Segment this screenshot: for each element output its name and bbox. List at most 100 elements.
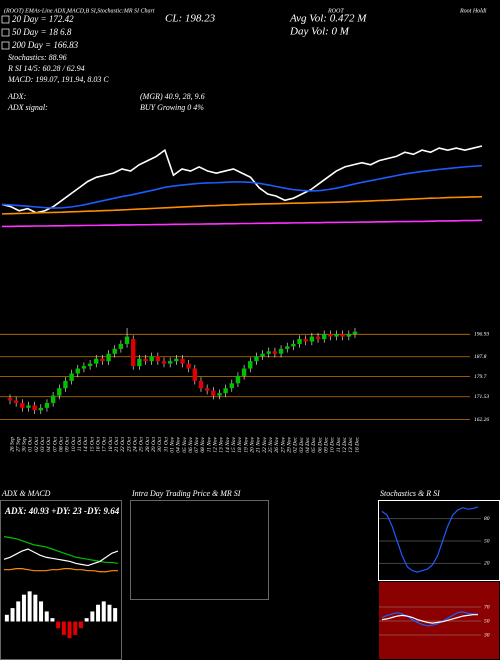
x-tick-label: 30 Sep xyxy=(22,437,28,453)
candle-body xyxy=(204,388,210,391)
x-tick-label: 24 Oct xyxy=(131,437,138,452)
histogram-bar xyxy=(84,618,89,622)
x-tick-label: 05 Dec xyxy=(311,436,317,452)
x-tick-label: 08 Nov xyxy=(200,436,206,452)
x-tick-label: 11 Oct xyxy=(77,437,83,452)
histogram-bar xyxy=(78,621,83,629)
x-tick-label: 28 Oct xyxy=(145,437,151,452)
adx-label: ADX: xyxy=(7,92,27,101)
series-line xyxy=(4,568,118,573)
x-tick-label: 22 Nov xyxy=(262,436,268,452)
histogram-bar xyxy=(73,621,78,635)
y-tick-label: 196.93 xyxy=(474,332,489,338)
candle-body xyxy=(291,343,296,347)
x-tick-label: 16 Dec xyxy=(354,436,360,452)
histogram-bar xyxy=(27,591,32,622)
candle-body xyxy=(7,398,13,401)
x-tick-label: 27 Sep xyxy=(15,437,21,452)
histogram-bar xyxy=(56,621,61,629)
company: Root Holdi xyxy=(459,8,487,14)
y-tick-label: 162.26 xyxy=(474,417,489,423)
x-tick-label: 29 Nov xyxy=(286,436,292,452)
x-tick-label: 17 Oct xyxy=(102,437,108,452)
candle-body xyxy=(198,380,204,389)
y-tick-label: 179.7 xyxy=(474,374,487,380)
x-tick-label: 10 Oct xyxy=(71,437,77,452)
x-tick-label: 02 Oct xyxy=(34,437,40,452)
candle-body xyxy=(192,368,198,381)
x-tick-label: 13 Dec xyxy=(348,436,354,452)
candle-body xyxy=(38,407,44,411)
y-tick-label: 20 xyxy=(484,560,490,566)
candle-body xyxy=(180,358,185,364)
x-tick-label: 21 Nov xyxy=(256,436,262,452)
candle-body xyxy=(57,388,62,396)
candle-body xyxy=(100,358,105,362)
histogram-bar xyxy=(16,601,21,622)
candle-body xyxy=(334,334,339,337)
adx-signal-label: ADX signal: xyxy=(7,103,48,112)
histogram-bar xyxy=(96,604,101,622)
histogram-bar xyxy=(21,594,26,622)
histogram-bar xyxy=(101,601,106,622)
candle-body xyxy=(297,339,302,344)
y-tick-label: 70 xyxy=(484,604,490,610)
x-tick-label: 08 Oct xyxy=(59,437,65,452)
candle-body xyxy=(161,361,167,364)
candle-body xyxy=(106,353,111,362)
series-line xyxy=(3,548,119,567)
candle-body xyxy=(63,380,68,389)
x-tick-label: 27 Nov xyxy=(280,436,286,452)
x-tick-label: 10 Dec xyxy=(330,436,336,452)
candle-body xyxy=(315,336,321,340)
x-tick-label: 25 Nov xyxy=(268,436,274,452)
x-tick-label: 09 Oct xyxy=(65,437,71,452)
close-price: CL: 198.23 xyxy=(165,13,216,25)
candle-body xyxy=(20,402,25,408)
histogram-bar xyxy=(107,604,112,622)
x-tick-label: 20 Nov xyxy=(250,436,256,452)
x-tick-label: 23 Oct xyxy=(126,437,132,452)
candle-body xyxy=(118,343,124,349)
candle-body xyxy=(248,361,253,369)
candle-body xyxy=(94,358,99,364)
x-tick-label: 21 Oct xyxy=(114,437,120,452)
ema50: 50 Day = 18 6.8 xyxy=(12,27,72,37)
x-tick-label: 26 Sep xyxy=(9,437,15,452)
candle-body xyxy=(87,363,93,367)
candle-body xyxy=(26,405,31,408)
candle-body xyxy=(211,390,216,396)
candle-body xyxy=(352,331,358,335)
y-tick-label: 30 xyxy=(483,632,490,638)
avg-volume: Avg Vol: 0.472 M xyxy=(289,13,367,25)
candle-body xyxy=(328,334,333,337)
series-line xyxy=(381,614,478,624)
candle-body xyxy=(278,348,284,354)
histogram-bar xyxy=(4,614,9,622)
x-tick-label: 29 Oct xyxy=(151,437,157,452)
candle-body xyxy=(167,361,173,364)
candle-body xyxy=(149,356,154,362)
candle-body xyxy=(44,402,50,408)
candle-body xyxy=(223,388,228,394)
panel-border xyxy=(0,500,122,660)
series-line xyxy=(1,195,483,215)
candle-body xyxy=(143,358,148,362)
stochastics: Stochastics: 88.96 xyxy=(8,53,67,62)
x-tick-label: 31 Oct xyxy=(163,437,169,453)
series-line xyxy=(1,145,483,214)
macd: MACD: 199.07, 191.94, 8.03 C xyxy=(7,75,109,84)
candle-body xyxy=(50,395,56,403)
histogram-bar xyxy=(113,608,118,622)
series-line xyxy=(2,219,483,228)
adx-signal: BUY Growing 0 4% xyxy=(140,103,204,112)
symbol: ROOT xyxy=(327,8,344,14)
header-line: (ROOT) EMAs-Line ADX,MACD,B SI,Stochasti… xyxy=(4,7,155,14)
histogram-bar xyxy=(67,621,72,639)
candle-body xyxy=(81,366,87,369)
histogram-bar xyxy=(61,621,66,635)
x-tick-label: 22 Oct xyxy=(120,437,126,452)
x-tick-label: 18 Nov xyxy=(237,436,243,452)
series-line xyxy=(381,506,479,573)
legend-box xyxy=(1,41,10,50)
